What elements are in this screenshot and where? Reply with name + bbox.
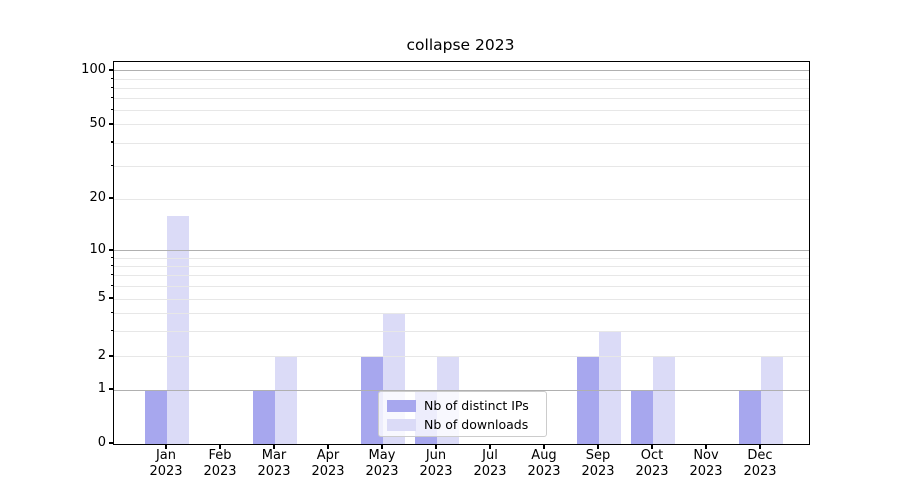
bar-nb-of-distinct-ips <box>145 390 167 444</box>
gridline <box>114 250 809 252</box>
x-tick-label: Apr 2023 <box>311 448 345 479</box>
bar-nb-of-downloads <box>275 356 297 444</box>
x-tick-mark <box>327 444 329 449</box>
x-tick-label: Sep 2023 <box>581 448 615 479</box>
legend-label: Nb of downloads <box>424 417 529 432</box>
x-tick-label: May 2023 <box>365 448 399 479</box>
x-tick-label: Jun 2023 <box>419 448 453 479</box>
gridline <box>114 312 809 314</box>
x-tick-label: Jan 2023 <box>149 448 183 479</box>
gridline <box>114 257 809 259</box>
x-tick-mark <box>165 444 167 449</box>
x-tick-mark <box>597 444 599 449</box>
bar-nb-of-distinct-ips <box>631 390 653 444</box>
y-tick-label: 10 <box>89 241 106 257</box>
gridline <box>114 87 809 89</box>
bar-nb-of-downloads <box>653 356 675 444</box>
x-tick-mark <box>219 444 221 449</box>
y-tick-mark <box>108 442 113 444</box>
gridline <box>114 356 809 358</box>
gridline <box>114 285 809 287</box>
x-tick-label: Jul 2023 <box>473 448 507 479</box>
y-tick-mark <box>108 388 113 390</box>
y-tick-mark <box>108 297 113 299</box>
y-tick-mark <box>108 123 113 125</box>
legend-label: Nb of distinct IPs <box>424 398 529 413</box>
y-tick-mark <box>108 249 113 251</box>
legend: Nb of distinct IPs Nb of downloads <box>378 391 547 437</box>
gridline <box>114 165 809 167</box>
y-tick-label: 100 <box>81 61 106 77</box>
x-tick-mark <box>489 444 491 449</box>
y-tick-mark <box>108 355 113 357</box>
y-minor-tick-mark <box>110 97 113 99</box>
bar-nb-of-downloads <box>167 215 189 444</box>
bar-nb-of-downloads <box>761 356 783 444</box>
x-tick-label: Dec 2023 <box>743 448 777 479</box>
y-minor-tick-mark <box>110 164 113 166</box>
gridline <box>114 198 809 200</box>
y-tick-label: 2 <box>97 347 106 363</box>
bar-nb-of-downloads <box>599 331 621 444</box>
bar-nb-of-distinct-ips <box>253 390 275 444</box>
y-minor-tick-mark <box>110 109 113 111</box>
x-tick-mark <box>759 444 761 449</box>
x-tick-mark <box>651 444 653 449</box>
plot-area <box>113 61 810 445</box>
x-tick-label: Mar 2023 <box>257 448 291 479</box>
gridline <box>114 98 809 100</box>
legend-item: Nb of distinct IPs <box>387 397 538 415</box>
y-minor-tick-mark <box>110 311 113 313</box>
y-tick-mark <box>108 197 113 199</box>
gridline <box>114 110 809 112</box>
bar-nb-of-distinct-ips <box>361 356 383 444</box>
gridline <box>114 142 809 144</box>
x-tick-label: Oct 2023 <box>635 448 669 479</box>
y-minor-tick-mark <box>110 284 113 286</box>
bar-nb-of-distinct-ips <box>577 356 599 444</box>
y-minor-tick-mark <box>110 329 113 331</box>
legend-swatch <box>387 419 416 431</box>
y-minor-tick-mark <box>110 264 113 267</box>
y-tick-mark <box>108 69 113 71</box>
gridline <box>114 124 809 126</box>
x-tick-mark <box>543 444 545 449</box>
gridline <box>114 389 809 391</box>
gridline <box>114 78 809 80</box>
y-minor-tick-mark <box>110 86 113 88</box>
x-tick-label: Feb 2023 <box>203 448 237 479</box>
x-tick-mark <box>435 444 437 449</box>
legend-item: Nb of downloads <box>387 416 538 434</box>
gridline <box>114 275 809 277</box>
y-minor-tick-mark <box>110 141 113 143</box>
gridline <box>114 298 809 300</box>
y-tick-label: 1 <box>97 381 106 396</box>
legend-swatch <box>387 400 416 412</box>
y-minor-tick-mark <box>110 256 113 258</box>
y-tick-label: 50 <box>89 115 106 131</box>
bar-nb-of-distinct-ips <box>739 390 761 444</box>
gridline <box>114 265 809 267</box>
y-minor-tick-mark <box>110 274 113 276</box>
y-tick-label: 20 <box>89 190 106 205</box>
y-tick-label: 0 <box>97 435 106 450</box>
chart-title: collapse 2023 <box>406 36 515 54</box>
gridline <box>114 70 809 72</box>
x-tick-mark <box>381 444 383 449</box>
x-tick-label: Aug 2023 <box>527 448 561 479</box>
gridline <box>114 330 809 332</box>
x-tick-label: Nov 2023 <box>689 448 723 479</box>
y-minor-tick-mark <box>110 77 113 79</box>
y-tick-label: 5 <box>97 290 106 305</box>
x-tick-mark <box>273 444 275 449</box>
x-tick-mark <box>705 444 707 449</box>
